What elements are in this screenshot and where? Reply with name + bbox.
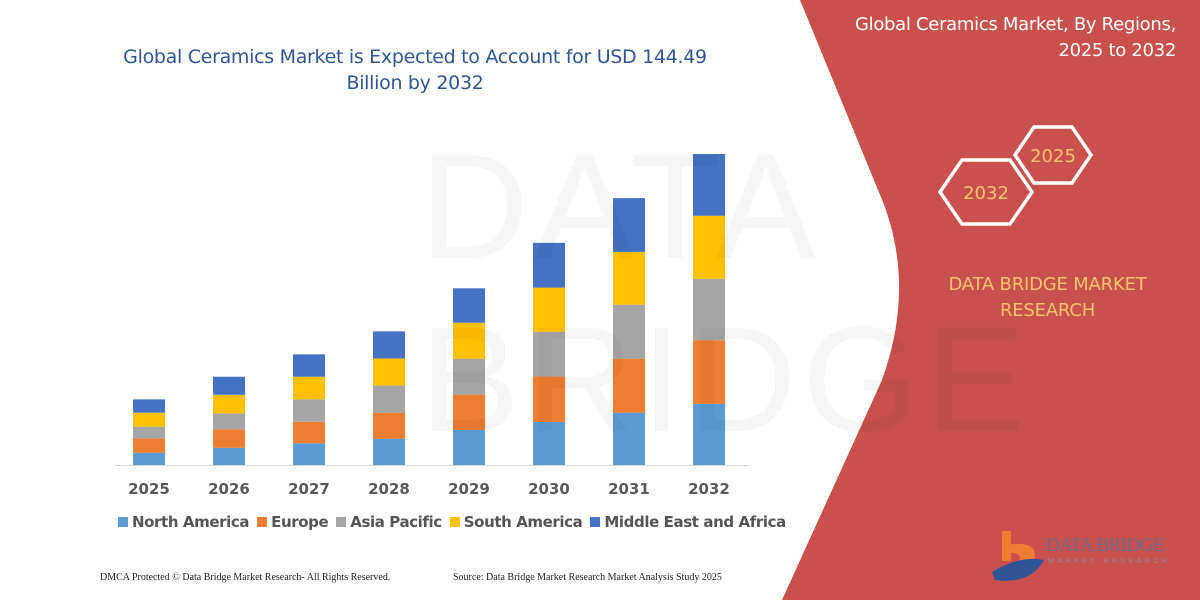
bar-segment-2027-south-america bbox=[293, 376, 325, 400]
x-tick-label: 2026 bbox=[208, 480, 250, 498]
bar-segment-2026-south-america bbox=[213, 394, 245, 414]
bar-segment-2031-south-america bbox=[613, 251, 645, 305]
hex-year-2032: 2032 bbox=[963, 183, 1009, 204]
footer-copyright: DMCA Protected © Data Bridge Market Rese… bbox=[100, 572, 391, 583]
legend-swatch bbox=[336, 517, 347, 527]
chart-title: Global Ceramics Market is Expected to Ac… bbox=[110, 44, 720, 96]
logo-icon bbox=[992, 531, 1044, 581]
hex-year-2025: 2025 bbox=[1030, 146, 1076, 167]
bar-segment-2032-north-america bbox=[693, 403, 725, 465]
bar-segment-2028-asia-pacific bbox=[373, 385, 405, 413]
legend-swatch bbox=[590, 517, 601, 527]
bar-segment-2028-middle-east-and-africa bbox=[373, 331, 405, 359]
bar-segment-2031-asia-pacific bbox=[613, 304, 645, 359]
side-panel-title: Global Ceramics Market, By Regions, 2025… bbox=[816, 12, 1176, 64]
legend-label: North America bbox=[132, 513, 250, 531]
bar-segment-2030-asia-pacific bbox=[533, 331, 565, 377]
legend-swatch bbox=[257, 517, 268, 527]
x-tick-label: 2032 bbox=[688, 480, 730, 498]
brand-line-1: DATA BRIDGE MARKET bbox=[948, 274, 1147, 295]
bar-segment-2025-middle-east-and-africa bbox=[133, 399, 165, 413]
bar-segment-2026-europe bbox=[213, 429, 245, 448]
legend-swatch bbox=[449, 517, 460, 527]
bar-segment-2032-europe bbox=[693, 340, 725, 404]
bar-segment-2030-middle-east-and-africa bbox=[533, 242, 565, 288]
bar-segment-2030-europe bbox=[533, 376, 565, 422]
stacked-bar-chart: 2025 2026 2027 2028 2029 2030 2031 2032 bbox=[115, 153, 750, 498]
x-tick-label: 2030 bbox=[528, 480, 570, 498]
hexagon-2025 bbox=[1012, 125, 1094, 185]
x-tick-label: 2029 bbox=[448, 480, 490, 498]
side-title-line-2: 2025 to 2032 bbox=[1058, 40, 1176, 61]
bar-segment-2031-north-america bbox=[613, 412, 645, 465]
bar-segment-2027-north-america bbox=[293, 443, 325, 465]
side-title-line-1: Global Ceramics Market, By Regions, bbox=[854, 14, 1176, 35]
bar-segment-2029-north-america bbox=[453, 429, 485, 465]
hexagon-2032 bbox=[937, 158, 1035, 226]
bar-segment-2027-asia-pacific bbox=[293, 399, 325, 422]
bar-segment-2032-asia-pacific bbox=[693, 278, 725, 341]
bar-segment-2032-south-america bbox=[693, 215, 725, 279]
legend-item: South America bbox=[449, 513, 583, 531]
bar-segment-2032-middle-east-and-africa bbox=[693, 153, 725, 216]
logo-subtext: MARKET RESEARCH bbox=[1048, 558, 1171, 565]
legend-item: North America bbox=[118, 513, 249, 531]
legend-item: Middle East and Africa bbox=[590, 513, 786, 531]
bar-segment-2028-europe bbox=[373, 412, 405, 439]
legend-label: Europe bbox=[271, 513, 329, 531]
bar-segment-2027-middle-east-and-africa bbox=[293, 354, 325, 377]
chart-title-line-1: Global Ceramics Market is Expected to Ac… bbox=[123, 46, 707, 68]
bar-segment-2028-south-america bbox=[373, 358, 405, 386]
legend-label: Asia Pacific bbox=[350, 513, 442, 531]
x-tick-label: 2028 bbox=[368, 480, 410, 498]
bar-segment-2026-middle-east-and-africa bbox=[213, 376, 245, 395]
legend-label: Middle East and Africa bbox=[604, 513, 786, 531]
bar-segment-2029-asia-pacific bbox=[453, 358, 485, 395]
bar-segment-2025-europe bbox=[133, 438, 165, 453]
bar-segment-2030-south-america bbox=[533, 287, 565, 332]
legend-swatch bbox=[118, 517, 128, 527]
bar-segment-2025-south-america bbox=[133, 412, 165, 427]
bar-segment-2029-middle-east-and-africa bbox=[453, 288, 485, 323]
bar-segment-2031-middle-east-and-africa bbox=[613, 198, 645, 252]
chart-title-line-2: Billion by 2032 bbox=[346, 72, 484, 94]
brand-line-2: RESEARCH bbox=[999, 300, 1096, 321]
legend-item: Europe bbox=[257, 513, 329, 531]
logo-text: DATA BRIDGE bbox=[1046, 535, 1165, 556]
x-tick-label: 2025 bbox=[128, 480, 170, 498]
footer-source: Source: Data Bridge Market Research Mark… bbox=[453, 572, 722, 583]
bar-segment-2026-north-america bbox=[213, 447, 245, 465]
bar-segment-2031-europe bbox=[613, 358, 645, 413]
bar-segment-2025-north-america bbox=[133, 452, 165, 465]
bar-segment-2025-asia-pacific bbox=[133, 426, 165, 439]
bar-segment-2029-europe bbox=[453, 394, 485, 430]
chart-legend: North America Europe Asia Pacific South Ame… bbox=[118, 513, 786, 531]
bar-segment-2028-north-america bbox=[373, 438, 405, 465]
side-panel bbox=[782, 0, 1200, 600]
x-tick-label: 2031 bbox=[608, 480, 650, 498]
bar-segment-2027-europe bbox=[293, 421, 325, 444]
legend-item: Asia Pacific bbox=[336, 513, 442, 531]
bar-segment-2026-asia-pacific bbox=[213, 413, 245, 430]
bar-segment-2029-south-america bbox=[453, 322, 485, 359]
x-tick-label: 2027 bbox=[288, 480, 330, 498]
legend-label: South America bbox=[463, 513, 583, 531]
bar-segment-2030-north-america bbox=[533, 421, 565, 465]
brand-name: DATA BRIDGE MARKET RESEARCH bbox=[920, 272, 1175, 324]
